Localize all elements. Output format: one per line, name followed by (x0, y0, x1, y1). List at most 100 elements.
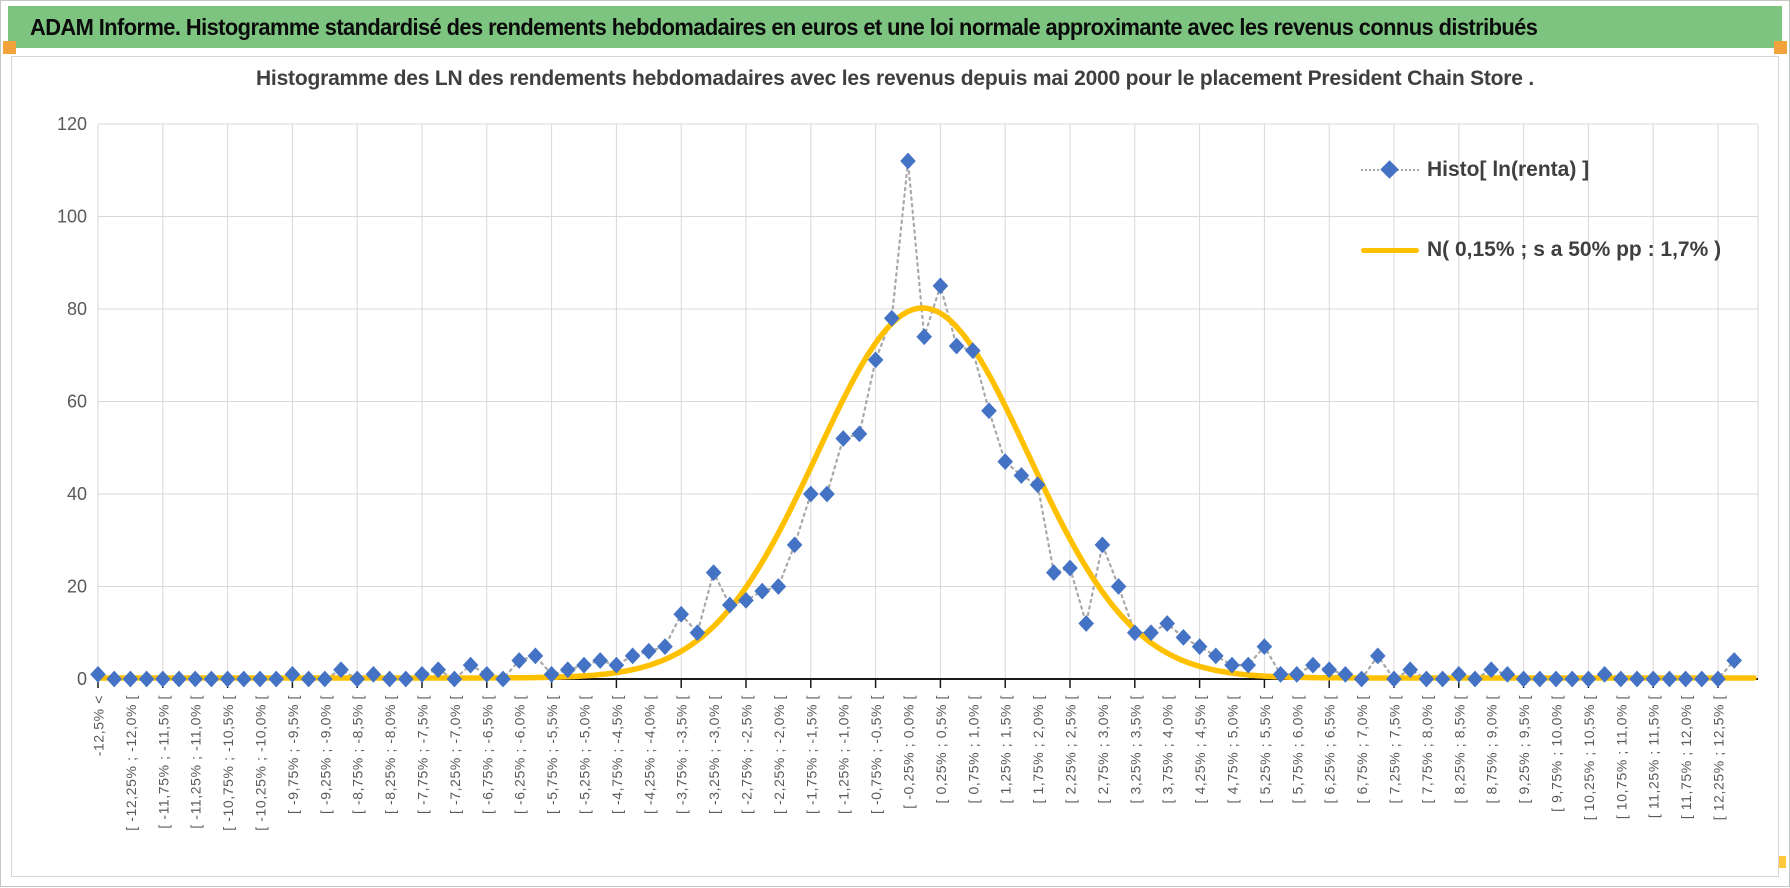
x-tick-label: [ 8,25% ; 8,5% [ (1451, 695, 1467, 803)
resize-handle-bottom-right[interactable] (1776, 856, 1786, 868)
x-tick-label: [ 1,25% ; 1,5% [ (998, 695, 1014, 803)
x-tick-label: [ -10,25% ; -10,0% [ (253, 695, 269, 831)
x-tick-label: [ 1,75% ; 2,0% [ (1030, 695, 1046, 803)
data-point-marker (819, 485, 835, 503)
x-tick-label: [ 5,25% ; 5,5% [ (1257, 695, 1273, 803)
data-point-marker (884, 309, 900, 327)
data-point-marker (122, 670, 139, 688)
data-point-marker (1289, 665, 1305, 683)
data-point-marker (1532, 670, 1548, 688)
data-point-marker (1110, 578, 1127, 595)
x-tick-label: [ -7,75% ; -7,5% [ (415, 695, 431, 814)
x-tick-label: [ 12,25% ; 12,5% [ (1711, 695, 1727, 820)
data-point-marker (981, 402, 997, 420)
x-tick-label: [ 4,25% ; 4,5% [ (1192, 695, 1208, 803)
data-point-marker (1224, 656, 1240, 674)
resize-handle-left[interactable] (3, 41, 16, 54)
data-point-marker (1564, 670, 1580, 688)
data-point-marker (300, 670, 317, 688)
x-tick-label: [ 7,25% ; 7,5% [ (1387, 695, 1403, 803)
x-tick-label: [ 11,75% ; 12,0% [ (1678, 695, 1694, 819)
data-point-marker (997, 453, 1013, 471)
data-point-marker (1078, 615, 1094, 632)
data-point-marker (657, 638, 673, 656)
data-point-marker (608, 656, 625, 674)
data-point-marker (479, 665, 495, 683)
x-tick-label: [ 5,75% ; 6,0% [ (1289, 695, 1305, 803)
data-point-marker (219, 670, 236, 688)
data-point-marker (446, 670, 463, 688)
header-bar: ADAM Informe. Histogramme standardisé de… (8, 6, 1782, 48)
x-tick-label: [ -6,25% ; -6,0% [ (512, 695, 528, 814)
data-point-marker (317, 670, 333, 688)
data-point-marker (1191, 638, 1208, 656)
x-tick-label: [ -10,75% ; -10,5% [ (220, 695, 236, 831)
x-tick-label: [ -8,75% ; -8,5% [ (350, 695, 366, 814)
data-point-marker (948, 337, 965, 355)
data-point-marker (851, 425, 868, 443)
x-tick-label: [ -0,75% ; -0,5% [ (868, 695, 884, 814)
data-point-marker (1029, 476, 1046, 494)
data-point-marker (641, 642, 657, 660)
data-point-marker (803, 485, 819, 503)
data-point-marker (560, 661, 576, 679)
data-point-marker (155, 670, 171, 688)
data-point-marker (543, 665, 560, 683)
x-tick-label: [ -2,25% ; -2,0% [ (771, 695, 787, 814)
data-point-marker (1629, 670, 1645, 688)
x-tick-label: [ -1,75% ; -1,5% [ (803, 695, 819, 814)
header-title: ADAM Informe. Histogramme standardisé de… (30, 13, 1538, 40)
x-tick-label: [ -9,75% ; -9,5% [ (285, 695, 301, 814)
data-point-marker (381, 670, 398, 688)
data-point-marker (1321, 661, 1337, 679)
data-point-marker (495, 670, 511, 688)
data-point-marker (511, 652, 527, 669)
data-point-marker (1580, 670, 1597, 688)
legend-item-histogram[interactable]: Histo[ ln(renta) ] (1361, 153, 1589, 187)
data-point-marker (1127, 624, 1143, 642)
data-point-marker (1451, 665, 1467, 683)
x-tick-label: [ -11,75% ; -11,5% [ (155, 695, 171, 829)
data-point-marker (236, 670, 252, 688)
data-point-marker (1256, 638, 1273, 656)
legend-label-histogram: Histo[ ln(renta) ] (1427, 158, 1590, 181)
data-point-marker (171, 670, 187, 688)
diamond-marker-icon (1380, 160, 1399, 179)
data-point-marker (1272, 665, 1289, 683)
y-tick-label: 80 (67, 299, 87, 319)
data-point-marker (1240, 656, 1256, 674)
data-point-marker (1694, 670, 1710, 688)
data-point-marker (268, 670, 284, 688)
resize-handle-right[interactable] (1774, 41, 1787, 54)
data-point-marker (1710, 670, 1726, 688)
x-tick-label: [ -11,25% ; -11,0% [ (188, 695, 204, 829)
data-point-marker (770, 578, 787, 595)
data-point-marker (430, 661, 446, 679)
chart-object[interactable] (11, 56, 1779, 877)
data-point-marker (1208, 647, 1224, 665)
legend-item-normal-curve[interactable]: N( 0,15% ; s a 50% pp : 1,7% ) (1361, 233, 1721, 267)
data-point-marker (1386, 670, 1402, 688)
data-point-marker (252, 670, 268, 688)
data-point-marker (1094, 536, 1111, 554)
data-point-marker (1726, 652, 1742, 669)
data-point-marker (1613, 670, 1629, 688)
data-point-marker (576, 656, 592, 674)
x-tick-label: [ 0,75% ; 1,0% [ (965, 695, 981, 803)
data-point-marker (462, 656, 479, 674)
x-tick-label: [ 3,25% ; 3,5% [ (1127, 695, 1143, 803)
x-tick-label: [ -0,25% ; 0,0% [ (901, 695, 917, 809)
data-point-marker (90, 665, 106, 683)
data-point-marker (187, 670, 203, 688)
data-point-marker (1483, 661, 1499, 679)
data-point-marker (722, 596, 738, 614)
y-tick-label: 60 (67, 392, 87, 412)
x-tick-label: [ -5,25% ; -5,0% [ (577, 695, 593, 814)
data-point-marker (624, 647, 641, 665)
x-tick-label: [ 10,75% ; 11,0% [ (1613, 695, 1629, 819)
x-tick-label: [ 9,25% ; 9,5% [ (1516, 695, 1532, 803)
x-tick-label: [ -1,25% ; -1,0% [ (836, 695, 852, 814)
data-point-marker (1046, 564, 1062, 582)
data-point-marker (1434, 670, 1451, 688)
